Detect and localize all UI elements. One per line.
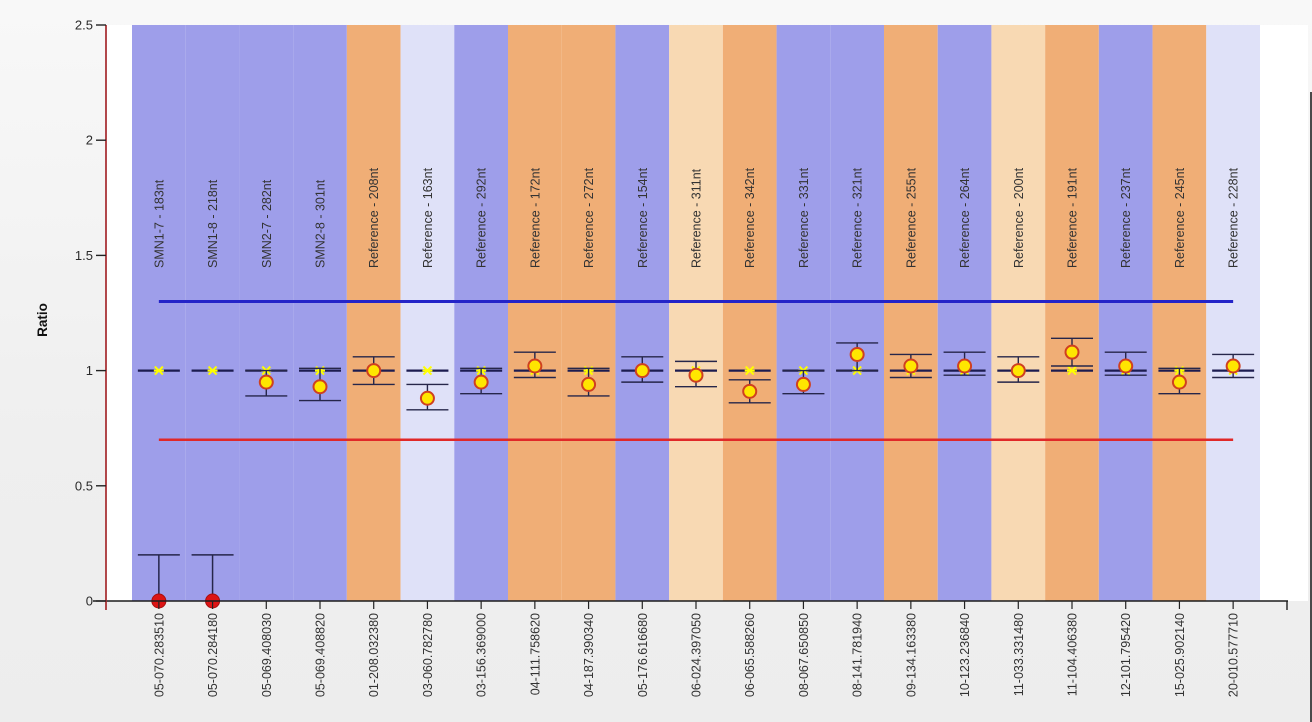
sample-label: 12-101.795420 xyxy=(1119,613,1133,697)
ratio-point xyxy=(903,358,919,374)
probe-label: Reference - 292nt xyxy=(475,167,489,268)
sample-label: 05-069.408820 xyxy=(314,613,328,697)
sample-label: 01-208.032380 xyxy=(367,613,381,697)
ratio-point xyxy=(634,363,650,379)
sample-label: 10-123.236840 xyxy=(958,613,972,697)
expected-ratio-star-icon xyxy=(207,365,218,376)
expected-ratio-star-icon xyxy=(744,365,755,376)
column-band xyxy=(561,25,616,601)
sample-label: 08-141.781940 xyxy=(851,613,865,697)
probe-label: Reference - 191nt xyxy=(1066,167,1080,268)
y-tick-label: 2.5 xyxy=(75,18,93,33)
ratio-point xyxy=(258,374,274,390)
ratio-point xyxy=(1010,363,1026,379)
column-band xyxy=(776,25,831,601)
ratio-point xyxy=(795,376,811,392)
sample-label: 11-104.406380 xyxy=(1066,613,1080,696)
probe-label: Reference - 255nt xyxy=(904,167,918,268)
ratio-point xyxy=(849,346,865,362)
probe-label: SMN1-8 - 218nt xyxy=(206,179,220,268)
ratio-point xyxy=(473,374,489,390)
y-tick-label: 0.5 xyxy=(75,478,93,493)
probe-label: Reference - 245nt xyxy=(1173,167,1187,268)
sample-label: 03-060.782780 xyxy=(421,613,435,697)
sample-label: 11-033.331480 xyxy=(1012,613,1026,696)
sample-label: 05-070.284180 xyxy=(206,613,220,697)
ratio-point xyxy=(1118,358,1134,374)
probe-label: Reference - 228nt xyxy=(1227,167,1241,268)
sample-label: 20-010.577710 xyxy=(1227,613,1241,697)
column-band xyxy=(239,25,294,601)
column-band xyxy=(346,25,401,601)
column-band xyxy=(185,25,240,601)
y-tick-label: 2 xyxy=(86,133,93,148)
y-axis-title: Ratio xyxy=(35,303,50,337)
y-tick-label: 0 xyxy=(86,594,93,609)
probe-label: SMN2-8 - 301nt xyxy=(314,179,328,268)
column-band xyxy=(454,25,508,601)
probe-label: Reference - 331nt xyxy=(797,167,811,268)
expected-ratio-star-icon xyxy=(1067,365,1077,376)
probe-label: SMN1-7 - 183nt xyxy=(152,179,166,268)
ratio-point xyxy=(688,367,704,383)
column-band xyxy=(293,25,347,601)
ratio-point xyxy=(581,376,597,392)
expected-ratio-star-icon xyxy=(153,365,164,376)
expected-ratio-star-icon xyxy=(422,365,433,376)
probe-label: Reference - 311nt xyxy=(690,168,704,268)
sample-label: 06-024.397050 xyxy=(690,613,704,697)
ratio-point xyxy=(1225,358,1241,374)
probe-label: Reference - 200nt xyxy=(1012,167,1026,268)
column-band xyxy=(400,25,455,601)
probe-label: Reference - 208nt xyxy=(367,167,381,268)
ratio-point xyxy=(957,358,973,374)
ratio-point xyxy=(419,390,435,406)
column-band xyxy=(669,25,723,601)
probe-label: SMN2-7 - 282nt xyxy=(260,179,274,268)
sample-label: 03-156.369000 xyxy=(475,613,489,697)
ratio-point xyxy=(1171,374,1187,390)
column-band xyxy=(937,25,992,601)
sample-label: 04-111.758620 xyxy=(528,613,542,695)
ratio-point xyxy=(1064,344,1080,360)
y-tick-label: 1 xyxy=(86,363,93,378)
ratio-point xyxy=(742,383,758,399)
column-band xyxy=(508,25,562,601)
column-band xyxy=(615,25,670,601)
y-tick-label: 1.5 xyxy=(75,248,93,263)
window-right-border xyxy=(1310,92,1312,722)
column-band xyxy=(1206,25,1260,601)
probe-label: Reference - 321nt xyxy=(851,167,865,268)
sample-label: 05-069.408030 xyxy=(260,613,274,697)
probe-label: Reference - 154nt xyxy=(636,167,650,268)
column-band xyxy=(884,25,938,601)
probe-label: Reference - 163nt xyxy=(421,167,435,268)
probe-label: Reference - 172nt xyxy=(528,167,542,268)
sample-label: 06-065.588260 xyxy=(743,613,757,697)
probe-label: Reference - 264nt xyxy=(958,167,972,268)
ratio-point xyxy=(527,358,543,374)
ratio-point xyxy=(312,379,328,395)
column-band xyxy=(991,25,1046,601)
column-band xyxy=(1152,25,1207,601)
probe-label: Reference - 342nt xyxy=(743,167,757,268)
sample-label: 09-134.163380 xyxy=(904,613,918,697)
sample-label: 05-070.283510 xyxy=(152,613,166,697)
column-band xyxy=(1098,25,1153,601)
column-band xyxy=(1045,25,1099,601)
probe-label: Reference - 237nt xyxy=(1119,167,1133,268)
sample-label: 15-025.902140 xyxy=(1173,613,1187,697)
probe-label: Reference - 272nt xyxy=(582,167,596,268)
sample-label: 08-067.650850 xyxy=(797,613,811,697)
sample-label: 05-176.616680 xyxy=(636,613,650,697)
sample-label: 04-187.390340 xyxy=(582,613,596,697)
column-band xyxy=(722,25,777,601)
column-band xyxy=(132,25,186,601)
ratio-point xyxy=(366,363,382,379)
column-band xyxy=(830,25,884,601)
